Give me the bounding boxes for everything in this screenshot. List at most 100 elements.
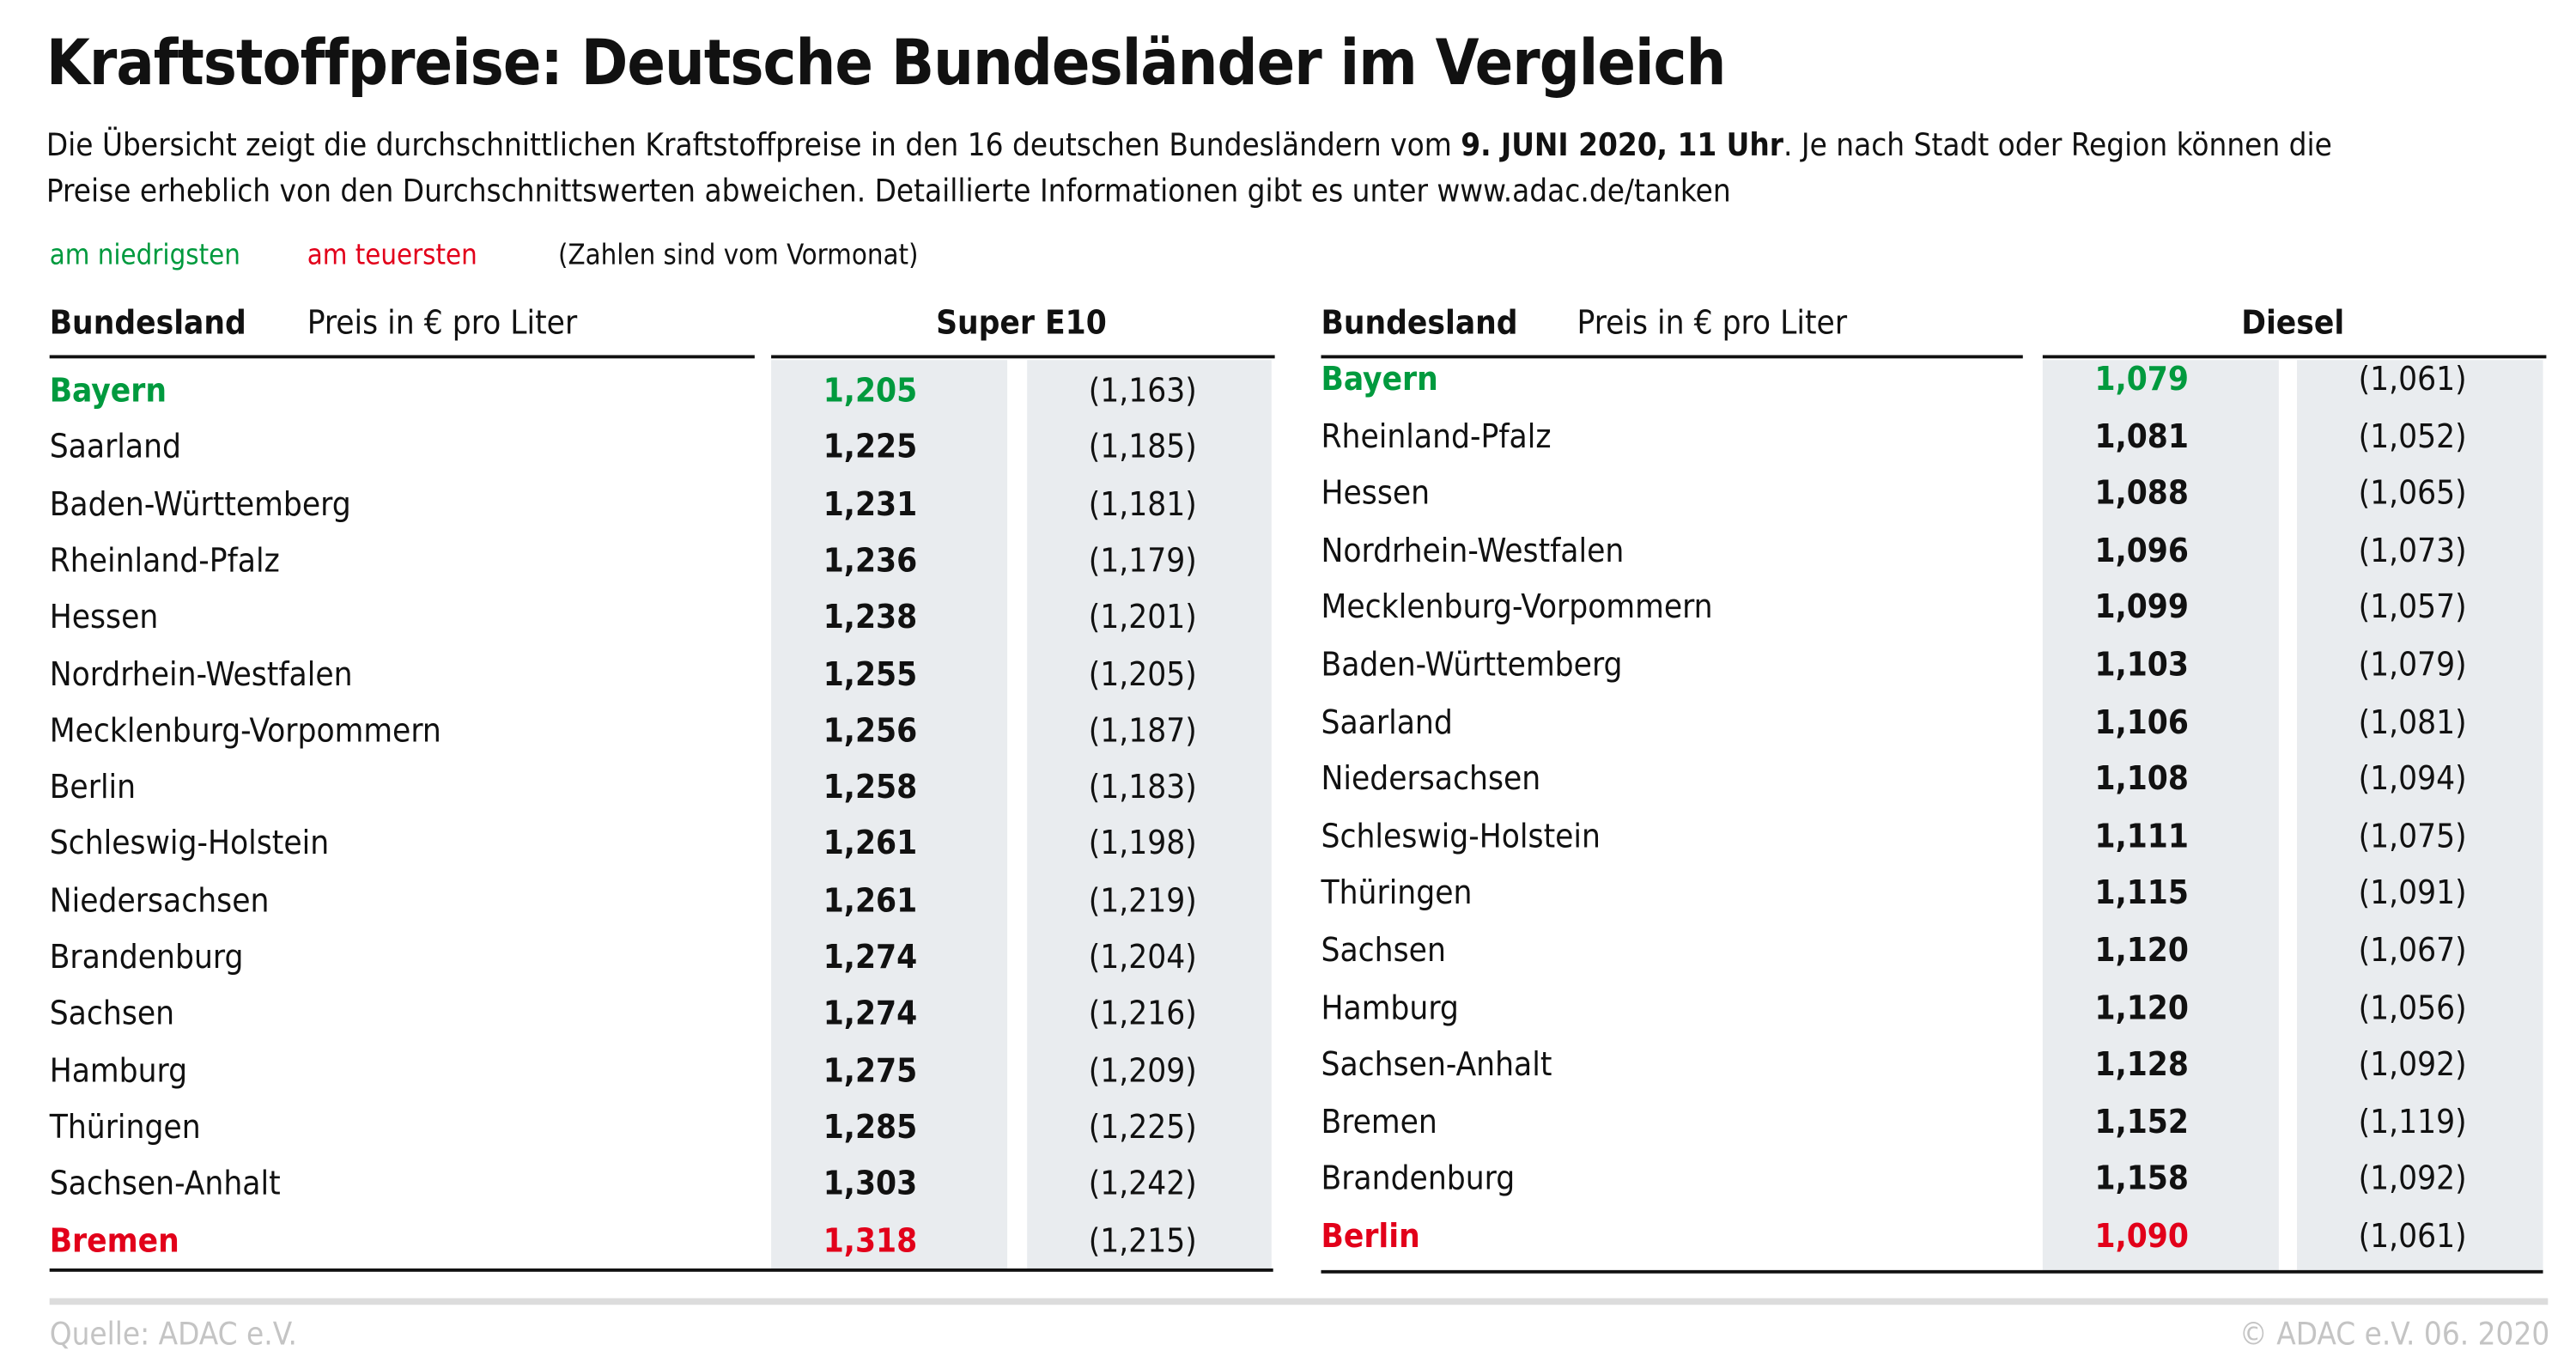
previous-month-price: (1,201) (1088, 596, 1197, 636)
current-price: 1,274 (823, 936, 918, 977)
header-unit: Preis in € pro Liter (1577, 301, 1848, 343)
previous-month-price: (1,067) (2358, 929, 2467, 970)
current-price: 1,236 (823, 539, 918, 580)
description-text: Die Übersicht zeigt die durchschnittlich… (46, 127, 1461, 164)
current-price: 1,285 (823, 1106, 918, 1147)
table-row: Hessen 1,088 (1,065) (1321, 472, 2576, 522)
state-name: Thüringen (49, 1106, 201, 1147)
legend-highest: am teuersten (307, 239, 477, 273)
current-price: 1,103 (2094, 644, 2189, 684)
previous-month-price: (1,065) (2358, 472, 2467, 513)
table-row: Thüringen 1,115 (1,091) (1321, 873, 2576, 922)
table-row: Hamburg 1,120 (1,056) (1321, 987, 2576, 1037)
previous-month-price: (1,181) (1088, 483, 1197, 523)
table-row: Baden-Württemberg 1,103 (1,079) (1321, 644, 2576, 694)
previous-month-price: (1,092) (2358, 1043, 2467, 1084)
state-name: Hamburg (1321, 987, 1459, 1027)
state-name: Thüringen (1321, 873, 1473, 913)
state-name: Bayern (1321, 358, 1438, 399)
state-name: Bremen (1321, 1101, 1437, 1141)
state-name: Sachsen-Anhalt (1321, 1043, 1552, 1084)
current-price: 1,158 (2094, 1158, 2189, 1198)
state-name: Sachsen-Anhalt (49, 1163, 281, 1203)
table-row: Berlin 1,090 (1,061) (1321, 1215, 2576, 1265)
table-row: Saarland 1,106 (1,081) (1321, 702, 2576, 751)
current-price: 1,106 (2094, 701, 2189, 741)
header-state: Bundesland (49, 301, 246, 343)
table-row: Nordrhein-Westfalen 1,096 (1,073) (1321, 530, 2576, 580)
previous-month-price: (1,185) (1088, 426, 1197, 466)
table-row: Bayern 1,205 (1,163) (50, 370, 1305, 420)
previous-month-price: (1,057) (2358, 587, 2467, 627)
table-row: Brandenburg 1,274 (1,204) (50, 936, 1305, 986)
state-name: Niedersachsen (49, 879, 270, 920)
table-row: Sachsen 1,120 (1,067) (1321, 930, 2576, 980)
state-name: Mecklenburg-Vorpommern (49, 709, 441, 750)
table-bottom-rule (49, 1268, 1273, 1272)
state-name: Baden-Württemberg (49, 483, 351, 523)
footer-rule (49, 1298, 2549, 1305)
current-price: 1,120 (2094, 929, 2189, 970)
previous-month-price: (1,187) (1088, 709, 1197, 750)
table-row: Bremen 1,152 (1,119) (1321, 1101, 2576, 1151)
table-row: Brandenburg 1,158 (1,092) (1321, 1159, 2576, 1208)
previous-month-price: (1,073) (2358, 529, 2467, 570)
previous-month-price: (1,179) (1088, 539, 1197, 580)
table-row: Niedersachsen 1,261 (1,219) (50, 879, 1305, 929)
current-price: 1,258 (823, 766, 918, 806)
state-name: Hessen (49, 596, 159, 636)
current-price: 1,090 (2094, 1215, 2189, 1256)
state-name: Bremen (49, 1220, 179, 1260)
header-fuel: Super E10 (936, 301, 1107, 343)
table-row: Rheinland-Pfalz 1,236 (1,179) (50, 540, 1305, 590)
current-price: 1,099 (2094, 587, 2189, 627)
current-price: 1,205 (823, 369, 918, 410)
description-text: . Je nach Stadt oder Region können die (1783, 127, 2332, 164)
previous-month-price: (1,198) (1088, 823, 1197, 863)
current-price: 1,120 (2094, 987, 2189, 1027)
previous-month-price: (1,216) (1088, 993, 1197, 1033)
current-price: 1,261 (823, 879, 918, 920)
state-name: Berlin (49, 766, 137, 806)
price-column-bg (771, 360, 1008, 1270)
table-row: Hamburg 1,275 (1,209) (50, 1050, 1305, 1099)
current-price: 1,256 (823, 709, 918, 750)
previous-month-price: (1,075) (2358, 815, 2467, 855)
previous-month-price: (1,242) (1088, 1163, 1197, 1203)
current-price: 1,081 (2094, 415, 2189, 455)
previous-month-price: (1,119) (2358, 1101, 2467, 1141)
previous-month-price: (1,204) (1088, 936, 1197, 977)
header-state: Bundesland (1321, 301, 1518, 343)
table-row: Sachsen 1,274 (1,216) (50, 993, 1305, 1043)
current-price: 1,152 (2094, 1101, 2189, 1141)
state-name: Brandenburg (1321, 1158, 1516, 1198)
header-rule (49, 355, 755, 359)
current-price: 1,275 (823, 1050, 918, 1090)
description-line-2: Preise erheblich von den Durchschnittswe… (46, 173, 1731, 210)
previous-month-price: (1,219) (1088, 879, 1197, 920)
table-row: Schleswig-Holstein 1,261 (1,198) (50, 823, 1305, 873)
table-row: Mecklenburg-Vorpommern 1,099 (1,057) (1321, 587, 2576, 636)
previous-month-price: (1,061) (2358, 358, 2467, 399)
table-row: Hessen 1,238 (1,201) (50, 597, 1305, 647)
description-date: 9. JUNI 2020, 11 Uhr (1461, 127, 1784, 164)
state-name: Sachsen (49, 993, 175, 1033)
table-row: Rheinland-Pfalz 1,081 (1,052) (1321, 416, 2576, 465)
current-price: 1,231 (823, 483, 918, 523)
current-price: 1,238 (823, 596, 918, 636)
current-price: 1,079 (2094, 358, 2189, 399)
state-name: Rheinland-Pfalz (49, 539, 280, 580)
state-name: Schleswig-Holstein (1321, 815, 1601, 855)
current-price: 1,088 (2094, 472, 2189, 513)
header-rule (1321, 355, 2023, 359)
table-row: Bayern 1,079 (1,061) (1321, 358, 2576, 408)
table-row: Niedersachsen 1,108 (1,094) (1321, 758, 2576, 808)
table-row: Saarland 1,225 (1,185) (50, 427, 1305, 477)
previous-month-price: (1,094) (2358, 758, 2467, 799)
header-unit: Preis in € pro Liter (307, 301, 578, 343)
previous-month-price: (1,081) (2358, 701, 2467, 741)
state-name: Saarland (49, 426, 182, 466)
legend-lowest: am niedrigsten (49, 239, 240, 273)
current-price: 1,096 (2094, 529, 2189, 570)
